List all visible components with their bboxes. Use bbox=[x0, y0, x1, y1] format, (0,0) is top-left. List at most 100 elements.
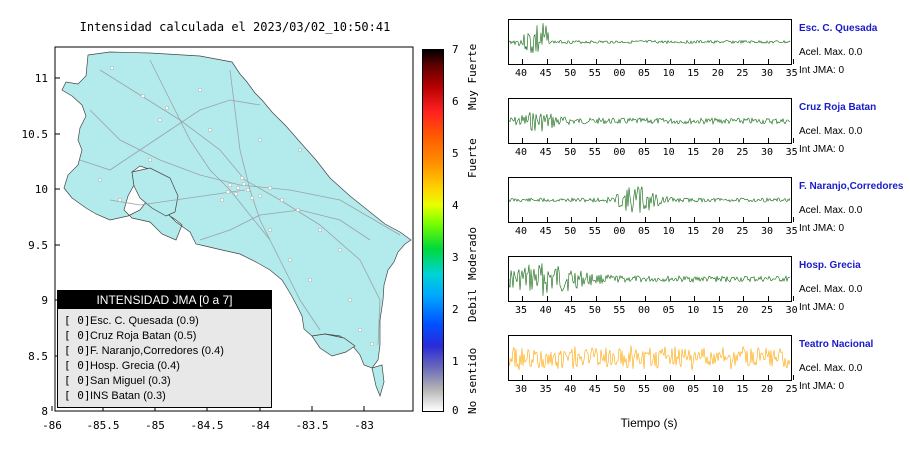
station-dot bbox=[280, 197, 285, 202]
waveform-tick-label: 55 bbox=[588, 226, 601, 237]
map-y-tick-label: 8.5 bbox=[28, 350, 48, 363]
waveform-tick-label: 15 bbox=[711, 305, 724, 316]
waveform-tick bbox=[743, 59, 745, 64]
waveform-tick-label: 25 bbox=[736, 147, 749, 158]
station-dot bbox=[225, 189, 230, 194]
waveform-tick-label: 25 bbox=[736, 226, 749, 237]
waveform-tick-label: 55 bbox=[638, 384, 651, 395]
waveform-tick bbox=[669, 296, 671, 301]
burica-peninsula bbox=[371, 364, 385, 398]
waveform-tick bbox=[546, 217, 548, 222]
scale-number: 0 bbox=[452, 404, 459, 417]
waveform-tick bbox=[792, 138, 794, 143]
waveform-tick bbox=[792, 217, 794, 222]
scale-word: Muy Fuerte bbox=[466, 43, 479, 110]
station-dot bbox=[219, 197, 224, 202]
legend-item: [ 0]Cruz Roja Batan (0.5) bbox=[64, 329, 197, 342]
station-dot bbox=[298, 147, 303, 152]
waveform-tick-label: 55 bbox=[588, 68, 601, 79]
waveform-tick bbox=[546, 296, 548, 301]
station-accel: Acel. Max. 0.0 bbox=[799, 284, 863, 295]
waveform-tick bbox=[546, 138, 548, 143]
waveform-tick-label: 40 bbox=[539, 305, 552, 316]
waveform-tick-label: 10 bbox=[662, 68, 675, 79]
map-x-tick-label: -84 bbox=[250, 419, 270, 432]
map-x-tick-label: -85.5 bbox=[86, 419, 119, 432]
waveform-tick bbox=[694, 296, 696, 301]
scale-number: 3 bbox=[452, 251, 459, 264]
scale-number: 1 bbox=[452, 355, 459, 368]
waveform-tick bbox=[571, 296, 573, 301]
waveform-tick-label: 20 bbox=[736, 305, 749, 316]
waveform-tick-label: 40 bbox=[515, 147, 528, 158]
map-x-tick-label: -85 bbox=[145, 419, 165, 432]
waveform-tick-label: 50 bbox=[564, 147, 577, 158]
waveform-tick-label: 35 bbox=[785, 68, 798, 79]
legend-item: [ 0]Esc. C. Quesada (0.9) bbox=[64, 314, 199, 327]
waveform-tick bbox=[645, 296, 646, 301]
waveform-tick bbox=[620, 375, 622, 380]
waveform-tick-label: 25 bbox=[736, 68, 749, 79]
waveform-tick bbox=[645, 138, 646, 143]
waveform-tick-label: 35 bbox=[785, 226, 798, 237]
waveform-tick bbox=[571, 138, 573, 143]
waveform-tick-label: 10 bbox=[662, 226, 675, 237]
waveform-tick-label: 20 bbox=[711, 147, 724, 158]
waveform-tick bbox=[768, 138, 769, 143]
osa-peninsula bbox=[311, 333, 356, 357]
waveform-panel bbox=[508, 335, 792, 381]
waveform-tick bbox=[718, 296, 720, 301]
scale-number: 4 bbox=[452, 199, 459, 212]
map-y-tick-label: 9.5 bbox=[28, 239, 48, 252]
waveform-tick bbox=[768, 296, 769, 301]
time-axis-label: Tiempo (s) bbox=[620, 416, 678, 430]
waveform-tick bbox=[595, 375, 597, 380]
intensity-legend: INTENSIDAD JMA [0 a 7] [ 0]Esc. C. Quesa… bbox=[57, 290, 272, 408]
waveform-trace bbox=[509, 345, 791, 371]
scale-word: Debil bbox=[466, 288, 479, 322]
map-x-tick-label: -84.5 bbox=[190, 419, 223, 432]
waveform-tick bbox=[718, 375, 720, 380]
station-accel: Acel. Max. 0.0 bbox=[799, 205, 863, 216]
station-dot bbox=[245, 187, 250, 192]
waveform-tick-label: 50 bbox=[564, 68, 577, 79]
station-dot bbox=[235, 185, 240, 190]
waveform-tick-label: 15 bbox=[687, 147, 700, 158]
waveform-tick-label: 25 bbox=[761, 305, 774, 316]
map-x-tick-label: -83 bbox=[354, 419, 374, 432]
station-dot bbox=[227, 182, 232, 187]
waveform-panel bbox=[508, 177, 792, 223]
station-dot bbox=[268, 185, 273, 190]
waveform-tick bbox=[645, 375, 646, 380]
waveform-tick-label: 00 bbox=[613, 68, 626, 79]
map-y-tick-label: 8 bbox=[41, 405, 48, 418]
station-dot bbox=[239, 175, 244, 180]
waveform-tick-label: 05 bbox=[662, 305, 675, 316]
station-dot bbox=[318, 227, 323, 232]
legend-item: [ 0]INS Batan (0.3) bbox=[64, 389, 166, 402]
waveform-tick-label: 00 bbox=[638, 305, 651, 316]
waveform-tick-label: 55 bbox=[613, 305, 626, 316]
station-name: Hosp. Grecia bbox=[799, 260, 861, 271]
waveform-tick-label: 45 bbox=[539, 226, 552, 237]
waveform-tick bbox=[768, 217, 769, 222]
scale-number: 7 bbox=[452, 43, 459, 56]
waveform-panel bbox=[508, 19, 792, 65]
waveform-tick bbox=[522, 375, 523, 380]
station-jma: Int JMA: 0 bbox=[799, 223, 845, 234]
waveform-tick bbox=[743, 138, 745, 143]
waveform-tick-label: 00 bbox=[613, 147, 626, 158]
map-y-tick-label: 10.5 bbox=[22, 128, 49, 141]
map-title: Intensidad calculada el 2023/03/02_10:50… bbox=[79, 20, 391, 34]
waveform-tick-label: 00 bbox=[662, 384, 675, 395]
waveform-tick bbox=[694, 375, 696, 380]
station-dot bbox=[197, 87, 202, 92]
waveform-tick bbox=[522, 59, 523, 64]
waveform-tick bbox=[718, 217, 720, 222]
scale-word: No sentido bbox=[466, 347, 479, 414]
legend-item: [ 0]San Miguel (0.3) bbox=[64, 374, 171, 387]
waveform-tick-label: 40 bbox=[515, 226, 528, 237]
waveform-tick-label: 45 bbox=[564, 305, 577, 316]
waveform-tick bbox=[694, 59, 696, 64]
waveform-tick-label: 05 bbox=[638, 226, 651, 237]
